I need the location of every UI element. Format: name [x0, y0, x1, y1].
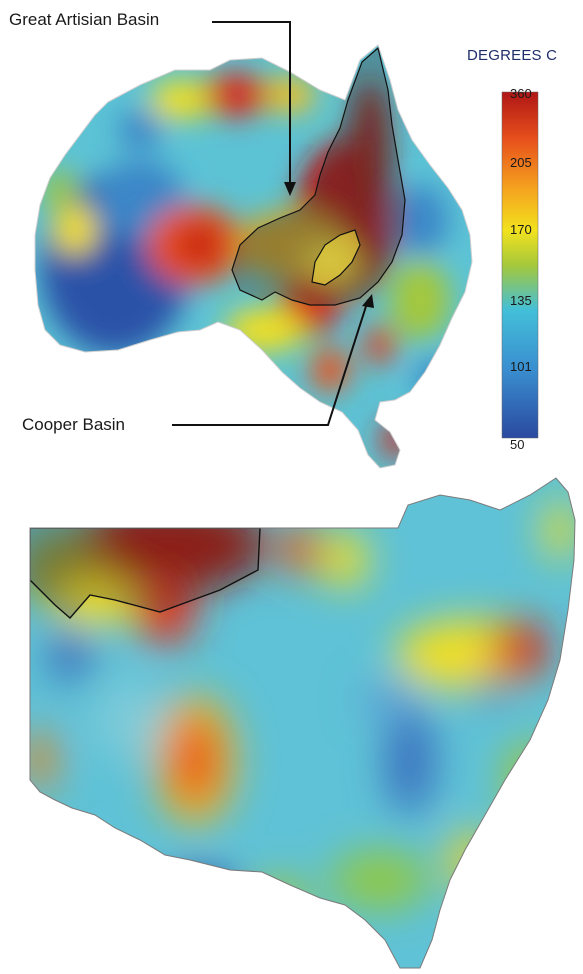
great-artisian-basin-arrowhead [284, 182, 296, 196]
nsw-great-artesian-basin-outline [30, 527, 261, 619]
legend-tick-50: 50 [510, 437, 525, 452]
legend-tick-170: 170 [510, 222, 532, 237]
legend-tick-101: 101 [510, 359, 532, 374]
legend-tick-135: 135 [510, 293, 532, 308]
cooper-basin-outline [311, 229, 361, 286]
legend-color-bar [501, 91, 539, 439]
nsw-map [30, 478, 575, 968]
great-artesian-basin-outline [231, 46, 406, 306]
legend-title: DEGREES C [467, 47, 558, 64]
great-artisian-basin-label: Great Artisian Basin [9, 10, 160, 29]
cooper-basin-leader [172, 299, 369, 426]
legend-tick-205: 205 [510, 155, 532, 170]
cooper-basin-arrowhead [362, 294, 374, 308]
australia-coastline [34, 44, 473, 469]
legend-tick-360: 360 [510, 86, 532, 101]
great-artisian-basin-leader [212, 21, 291, 188]
cooper-basin-label: Cooper Basin [22, 415, 126, 434]
australia-map [35, 45, 472, 468]
nsw-border [29, 477, 576, 969]
